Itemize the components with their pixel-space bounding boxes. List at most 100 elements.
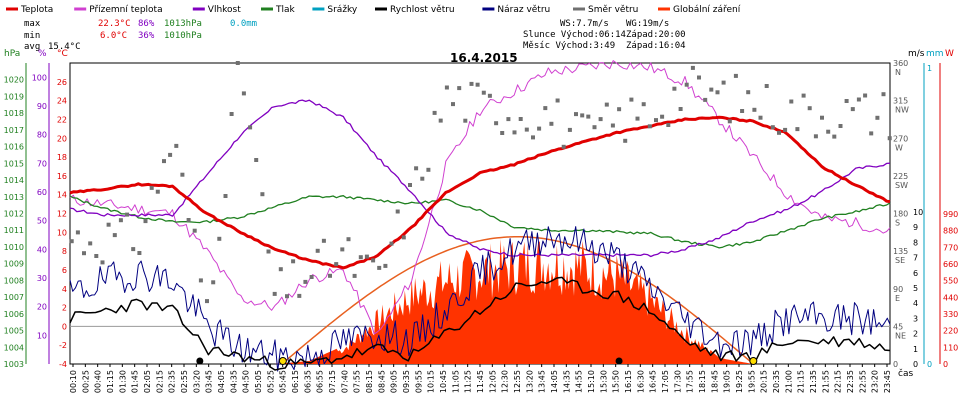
series-smer-point — [198, 278, 203, 283]
temp-tick-14: 14 — [57, 191, 67, 200]
sunset-marker — [749, 357, 758, 365]
series-smer-point — [180, 172, 185, 177]
series-smer-point — [118, 218, 123, 223]
x-tick-label-16: 05:25 — [266, 370, 275, 393]
hpa-tick-1012: 1012 — [4, 210, 24, 219]
series-smer-point — [770, 125, 775, 130]
x-tick-label-5: 01:45 — [131, 370, 140, 393]
dir-compass-SW: SW — [895, 181, 908, 190]
x-tick-label-38: 13:45 — [538, 370, 547, 393]
series-smer-point — [414, 166, 419, 171]
x-tick-label-22: 07:40 — [340, 370, 349, 393]
x-tick-label-1: 00:25 — [81, 370, 90, 393]
temp-tick-22: 22 — [57, 115, 67, 124]
series-smer-point — [395, 209, 400, 214]
hpa-tick-1009: 1009 — [4, 260, 24, 269]
x-tick-label-63: 22:35 — [846, 370, 855, 393]
pct-tick-80: 80 — [37, 131, 47, 140]
w-tick-880: 880 — [943, 227, 958, 236]
series-smer-point — [211, 280, 216, 285]
series-smer-point — [401, 235, 406, 240]
ms-tick-9: 9 — [913, 223, 918, 232]
ms-tick-10: 10 — [913, 208, 923, 217]
series-smer-point — [315, 248, 320, 253]
x-tick-label-10: 03:20 — [192, 370, 201, 393]
w-tick-330: 330 — [943, 310, 958, 319]
hpa-tick-1007: 1007 — [4, 293, 24, 302]
series-smer-point — [328, 273, 332, 278]
series-smer-point — [709, 87, 714, 92]
x-tick-label-29: 10:15 — [427, 370, 436, 393]
legend: Teplota Přízemní teplota Vlhkost Tlak Srážky… — [6, 5, 741, 15]
hpa-tick-1016: 1016 — [4, 143, 24, 152]
pct-tick-10: 10 — [37, 331, 47, 340]
info-mesic: Měsíc Východ:3:49 — [523, 41, 615, 51]
series-smer-point — [752, 107, 757, 112]
x-tick-label-51: 18:15 — [698, 370, 707, 393]
hpa-tick-1018: 1018 — [4, 109, 24, 118]
series-smer-point — [549, 121, 554, 126]
series-smer-point — [580, 113, 585, 118]
series-smer-point — [420, 176, 425, 181]
series-smer-point — [438, 118, 443, 123]
hpa-tick-1020: 1020 — [4, 76, 24, 85]
hpa-unit-label: hPa — [4, 49, 20, 59]
series-smer-point — [813, 134, 818, 139]
x-tick-label-15: 05:05 — [254, 370, 263, 393]
series-smer-point — [832, 134, 837, 139]
x-tick-label-6: 02:05 — [143, 370, 152, 393]
series-smer-point — [838, 124, 843, 128]
legend-label-rychlost: Rychlost větru — [390, 5, 455, 15]
w-tick-770: 770 — [943, 243, 958, 252]
series-smer-point — [684, 82, 689, 87]
x-tick-label-59: 21:15 — [797, 370, 806, 393]
series-smer-point — [137, 251, 142, 255]
x-tick-label-32: 11:25 — [464, 370, 473, 393]
dir-compass-N: N — [895, 68, 901, 77]
series-smer-point — [783, 127, 788, 132]
stat-min-hum: 36% — [138, 31, 155, 41]
ms-unit-label: m/s — [908, 49, 925, 59]
x-tick-label-47: 16:45 — [649, 370, 658, 393]
hpa-tick-1010: 1010 — [4, 243, 24, 252]
hpa-tick-1011: 1011 — [4, 226, 24, 235]
series-smer-point — [383, 263, 388, 268]
dir-tick-135: 135 — [893, 247, 908, 256]
x-tick-label-31: 11:05 — [451, 370, 460, 393]
series-smer-point — [260, 192, 265, 197]
series-smer-point — [248, 125, 253, 130]
x-tick-label-3: 01:15 — [106, 370, 115, 393]
x-tick-label-24: 08:15 — [365, 370, 374, 393]
pct-tick-100: 100 — [32, 73, 47, 82]
temp-tick-2: 2 — [62, 304, 67, 313]
pct-tick-90: 90 — [37, 102, 47, 111]
x-tick-label-33: 11:45 — [476, 370, 485, 393]
series-smer-point — [149, 185, 154, 190]
w-tick-110: 110 — [943, 343, 958, 352]
hpa-tick-1004: 1004 — [4, 343, 24, 352]
legend-label-srazky: Srážky — [327, 5, 358, 15]
series-smer-point — [451, 102, 455, 107]
series-smer-point — [881, 92, 886, 97]
dir-tick-90: 90 — [893, 285, 903, 294]
series-smer-point — [278, 267, 283, 272]
series-vlhkost-line — [69, 99, 891, 258]
series-smer-point — [217, 236, 222, 241]
x-tick-label-54: 19:25 — [735, 370, 744, 393]
series-tlak-line — [69, 195, 891, 249]
series-smer-point — [586, 114, 591, 119]
series-smer-point — [641, 102, 646, 107]
legend-label-prizemni: Přízemní teplota — [89, 5, 162, 15]
ms-tick-7: 7 — [913, 254, 918, 263]
w-tick-0: 0 — [943, 360, 948, 369]
dir-compass-NW: NW — [895, 106, 909, 115]
pct-tick-20: 20 — [37, 303, 47, 312]
x-tick-label-52: 18:45 — [710, 370, 719, 393]
pct-tick-30: 30 — [37, 274, 47, 283]
series-smer-point — [334, 262, 339, 267]
x-tick-label-41: 14:55 — [575, 370, 584, 393]
stat-avg-temp: 15.4°C — [48, 42, 81, 52]
x-tick-label-46: 16:30 — [636, 370, 645, 393]
